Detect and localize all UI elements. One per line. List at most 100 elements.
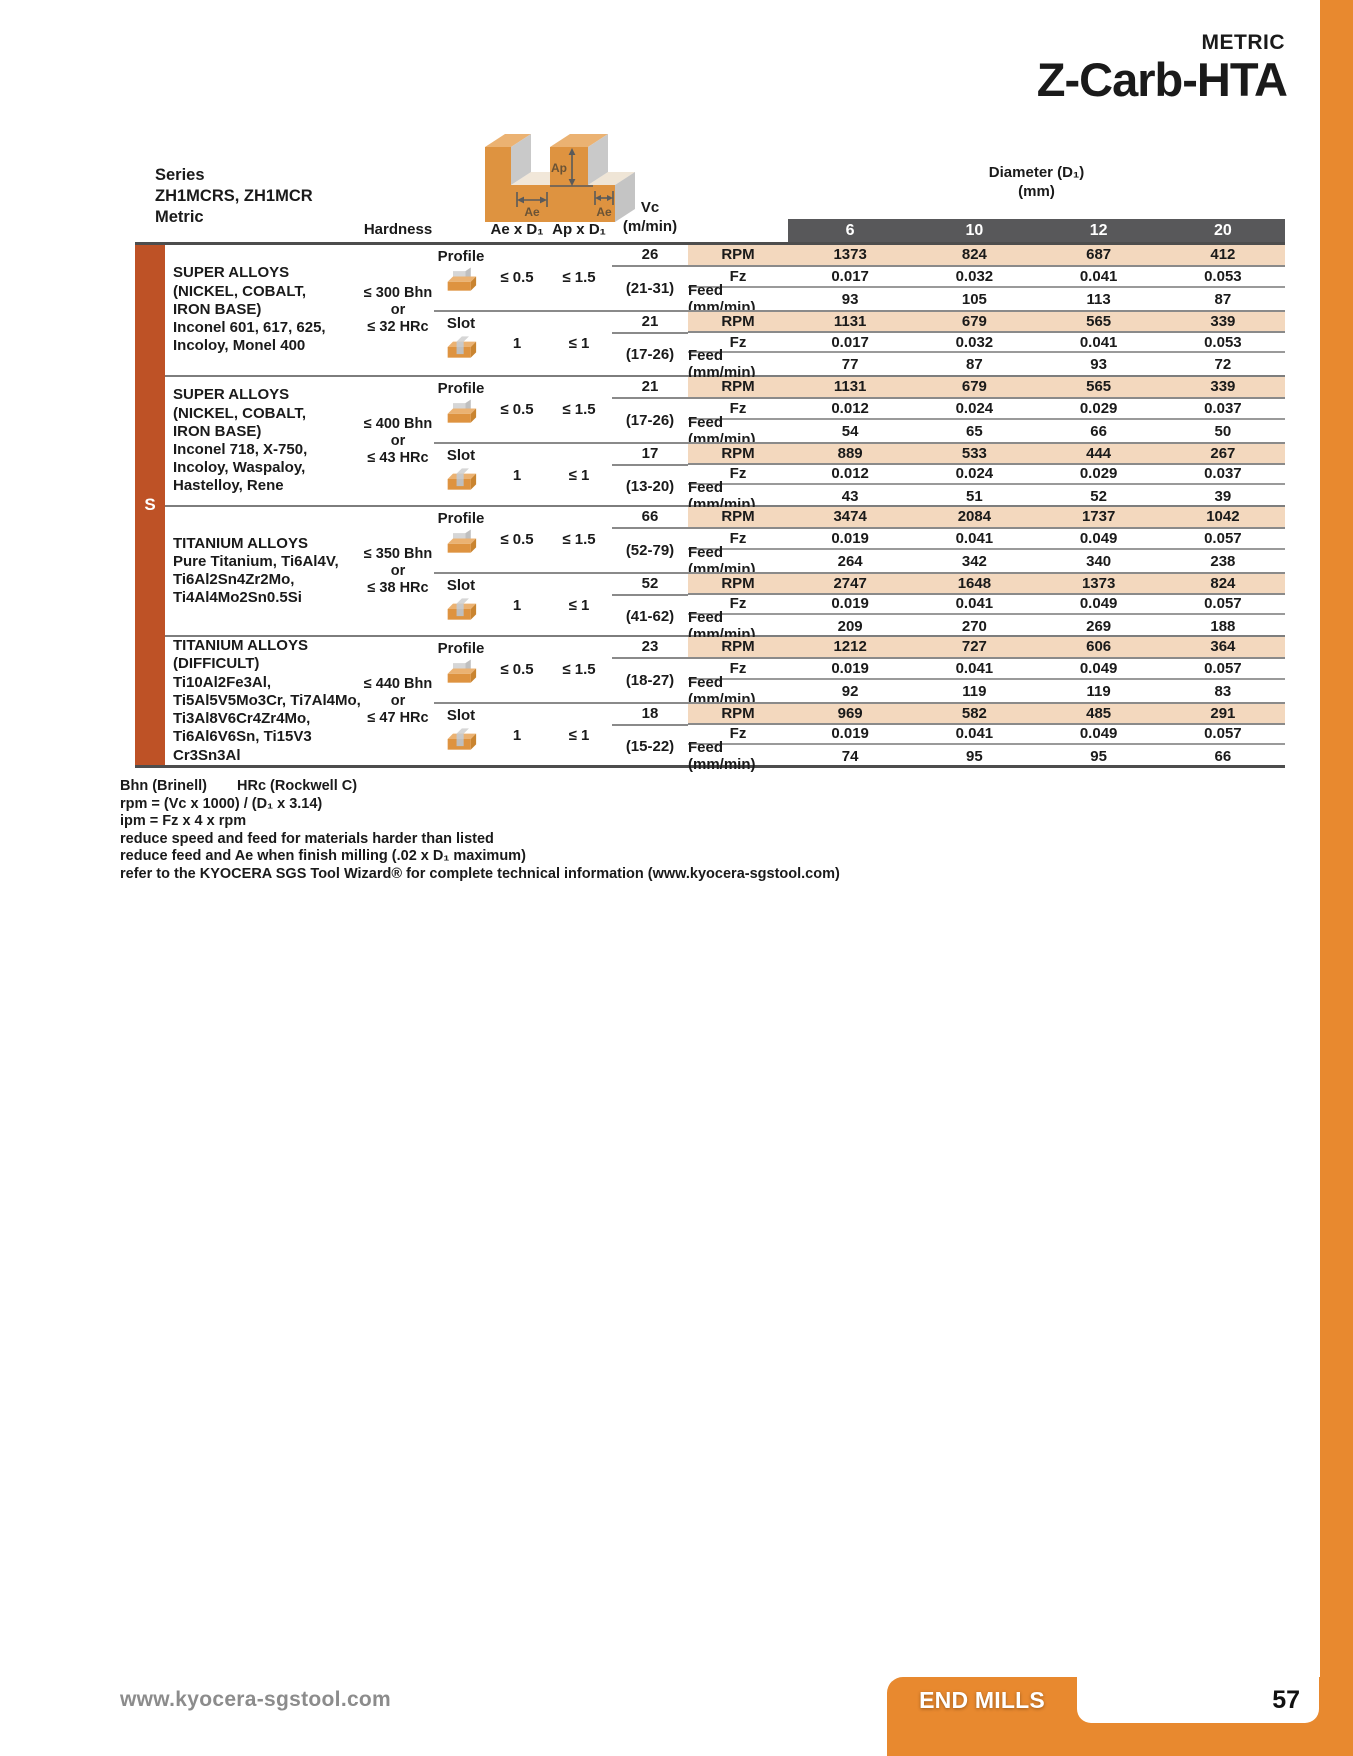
profile-icon [447,659,477,683]
data-cell: 267 [1210,444,1236,462]
data-rows: RPM 1212 727 606 364 Fz 0.019 0.041 0.04… [688,637,1285,708]
data-cell: 50 [1214,422,1232,440]
profile-icon [447,399,477,423]
page-title: Z-Carb-HTA [1036,53,1288,106]
data-rows: RPM 1131 679 565 339 Fz 0.017 0.032 0.04… [688,312,1285,381]
material-name-text: TITANIUM ALLOYS (DIFFICULT) Ti10Al2Fe3Al… [173,637,361,764]
data-cell: 51 [966,487,983,505]
data-cell: 0.029 [1079,399,1118,417]
fz-row: Fz 0.019 0.041 0.049 0.057 [688,529,1285,551]
rpm-row: RPM 1373 824 687 412 [688,245,1285,267]
row-label: RPM [721,638,755,656]
data-cell: 77 [841,355,859,373]
ae-value: 1 [512,335,522,352]
data-cell: 364 [1210,638,1236,656]
row-label: RPM [721,378,755,396]
feed-row: Feed (mm/min) 43 51 52 39 [688,479,1285,513]
feed-row: Feed (mm/min) 74 95 95 66 [688,739,1285,773]
data-cell: 0.032 [955,333,994,351]
page-number-notch [1077,1677,1319,1723]
vc-range: (21-31) [625,279,675,297]
data-cell: 824 [1210,574,1236,592]
data-cell: 105 [961,290,987,308]
vc-range: (15-22) [625,737,675,755]
data-cell: 65 [966,422,983,440]
note-line: reduce feed and Ae when finish milling (… [120,848,526,865]
data-cell: 0.012 [831,399,869,417]
note-line: rpm = (Vc x 1000) / (D₁ x 3.14) [120,795,323,812]
hardness-header: Hardness [363,221,433,238]
data-cell: 0.049 [1079,529,1118,547]
mode-cell: Profile [434,245,488,310]
vc-cell: 21 (17-26) [612,312,688,375]
data-cell: 95 [966,747,983,765]
row-label: Fz [729,725,747,743]
data-cell: 113 [1086,290,1111,308]
data-cell: 74 [841,747,859,765]
data-cell: 340 [1086,552,1112,570]
ap-value: ≤ 1.5 [562,530,596,548]
ae-value: ≤ 0.5 [500,660,534,678]
data-cell: 582 [961,704,987,722]
rpm-row: RPM 2747 1648 1373 824 [688,573,1285,595]
row-label: Fz [729,267,747,285]
rpm-row: RPM 969 582 485 291 [688,703,1285,725]
vc-value: 52 [612,574,688,596]
hardness-value: ≤ 440 Bhn or ≤ 47 HRc [362,637,434,765]
mode-cell: Profile [434,377,488,442]
row-label: Fz [729,659,747,677]
data-cell: 485 [1086,704,1112,722]
mode-label: Slot [446,315,476,332]
data-cell: 1737 [1081,508,1116,526]
slot-icon [447,468,477,490]
ap-value: ≤ 1.5 [562,400,596,418]
mode-label: Slot [446,446,476,464]
data-cell: 66 [1090,422,1107,440]
row-label: Feed (mm/min) [688,282,756,317]
data-cell: 93 [841,290,859,308]
data-cell: 87 [966,355,983,373]
data-cell: 1373 [833,246,867,264]
data-cell: 0.037 [1204,465,1242,483]
data-cell: 0.041 [955,595,994,613]
row-label: RPM [721,312,755,330]
middle-tower-top [550,134,608,147]
vc-range: (18-27) [625,671,675,689]
data-cell: 824 [961,246,987,264]
mode-label: Slot [446,706,476,724]
vc-value: 18 [612,704,688,726]
base-front [485,185,615,222]
profile-subrow: Profile ≤ 0.5 ≤ 1.5 2 [434,637,1285,708]
ap-column-header: Ap x D₁ [552,221,606,238]
data-cell: 1131 [833,378,867,396]
group-subrows: Profile ≤ 0.5 ≤ 1.5 2 [434,637,1285,773]
ae-dimension-label: Ae [596,205,612,219]
rpm-row: RPM 3474 2084 1737 1042 [688,507,1285,529]
slot-subrow: Slot 1 ≤ 1 [434,310,1285,381]
series-header: Series ZH1MCRS, ZH1MCR Metric [155,166,313,226]
ae-value: 1 [512,596,522,614]
left-tower-side [511,134,531,185]
data-cell: 0.041 [1079,267,1118,285]
mode-cell: Slot [434,574,488,637]
vc-cell: 17 (13-20) [612,444,688,507]
data-cell: 43 [841,487,859,505]
material-name: TITANIUM ALLOYS (DIFFICULT) Ti10Al2Fe3Al… [165,637,362,765]
group-subrows: Profile ≤ 0.5 ≤ 1.5 6 [434,507,1285,643]
data-cell: 54 [841,422,859,440]
material-name-text: SUPER ALLOYS (NICKEL, COBALT, IRON BASE)… [173,264,326,355]
data-cell: 0.057 [1204,659,1242,677]
data-cell: 39 [1214,487,1232,505]
data-cell: 2747 [833,574,867,592]
data-cell: 444 [1086,444,1112,462]
data-cell: 0.053 [1204,267,1242,285]
ap-dimension-label: Ap [551,161,567,175]
material-class-band: S [135,245,165,765]
row-label: Feed (mm/min) [688,414,756,449]
rpm-row: RPM 1131 679 565 339 [688,377,1285,399]
material-name: TITANIUM ALLOYS Pure Titanium, Ti6Al4V, … [165,507,362,635]
data-cell: 342 [961,552,987,570]
ae-value: ≤ 0.5 [500,530,534,548]
mode-cell: Slot [434,704,488,767]
footnotes: Bhn (Brinell) HRc (Rockwell C) rpm = (Vc … [120,778,840,884]
